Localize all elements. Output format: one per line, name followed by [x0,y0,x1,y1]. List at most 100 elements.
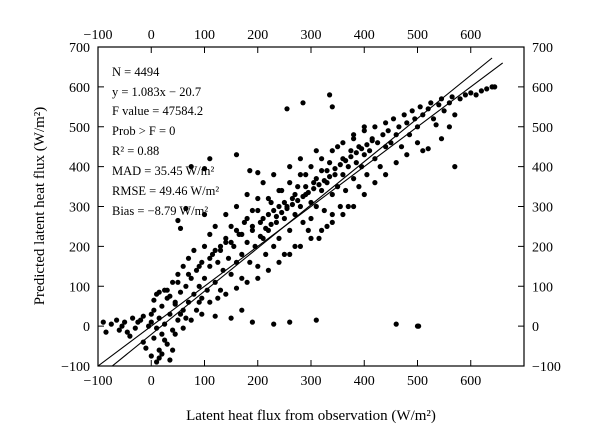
data-point [329,148,335,154]
data-point [351,136,357,142]
x-tick-label-top: 0 [148,28,155,43]
y-tick-label: 200 [69,240,90,255]
data-point [300,219,306,225]
data-point [207,263,213,269]
data-point [327,160,333,166]
data-point [367,148,373,154]
data-point [364,172,370,178]
data-point [183,283,189,289]
data-point [271,172,277,178]
data-point [225,255,232,261]
x-tick-label-top: 300 [301,28,322,43]
data-point [172,301,178,307]
data-point [281,199,287,206]
data-point [324,168,330,174]
data-point [390,116,397,122]
data-point [383,120,389,126]
data-point [319,168,325,174]
data-point [180,325,186,331]
data-point [265,211,271,218]
data-point [193,307,200,313]
data-point [295,197,301,204]
data-point [276,235,282,241]
data-point [244,215,250,222]
data-point [430,116,437,122]
data-point [183,315,189,321]
data-point [255,170,261,176]
data-point [212,247,218,253]
data-point [337,162,343,168]
data-point [449,94,455,100]
data-point [324,223,330,229]
data-point [375,140,381,146]
data-point [393,160,399,166]
data-point [313,203,319,210]
data-point [380,132,386,138]
data-point [340,211,346,218]
data-point [170,347,176,353]
data-point [297,156,303,162]
data-point [196,263,202,269]
stat-prob: Prob > F = 0 [112,124,175,138]
data-point [316,182,322,188]
axis-ticks: −100−10000100100200200300300400400500500… [61,28,561,389]
data-point [209,251,216,257]
data-point [249,207,255,214]
data-point [239,307,245,313]
data-point [268,221,274,227]
data-point [233,203,240,210]
data-point [268,199,274,206]
y-tick-label: 500 [69,121,90,136]
data-point [167,357,173,363]
data-point [223,235,229,241]
data-point [231,243,237,249]
data-point [207,156,213,162]
data-point [135,319,141,325]
data-point [319,187,325,194]
y-tick-label-right: 400 [532,161,553,176]
data-point [151,335,157,341]
data-point [201,166,208,172]
data-point [130,315,136,321]
data-points [100,84,498,365]
data-point [154,359,160,365]
data-point [372,180,378,186]
data-point [287,227,293,233]
data-point [183,205,189,212]
data-point [433,122,439,128]
data-point [292,211,298,218]
data-point [193,267,200,273]
data-point [361,124,367,130]
data-point [271,207,277,214]
data-point [436,102,442,108]
data-point [295,184,301,190]
x-axis-label: Latent heat flux from observation (W/m²) [186,408,436,424]
data-point [273,219,279,225]
data-point [239,251,245,257]
data-point [151,297,157,303]
data-point [452,164,458,170]
data-point [348,154,354,160]
data-point [369,138,375,144]
data-point [122,319,128,325]
data-point [345,203,351,210]
data-point [177,311,184,317]
data-point [244,191,250,198]
data-point [343,158,349,164]
data-point [446,124,452,130]
y-tick-label-right: 200 [532,240,553,255]
data-point [260,215,266,222]
data-point [228,271,234,277]
y-tick-label: 100 [69,280,90,295]
data-point [223,211,229,218]
data-point [265,195,271,202]
data-point [305,189,311,196]
data-point [223,239,229,245]
x-tick-label-top: 200 [247,28,268,43]
data-point [148,353,154,359]
data-point [172,331,178,337]
data-point [308,235,314,241]
stat-mad: MAD = 35.45 W/m² [112,164,214,178]
data-point [457,96,463,102]
